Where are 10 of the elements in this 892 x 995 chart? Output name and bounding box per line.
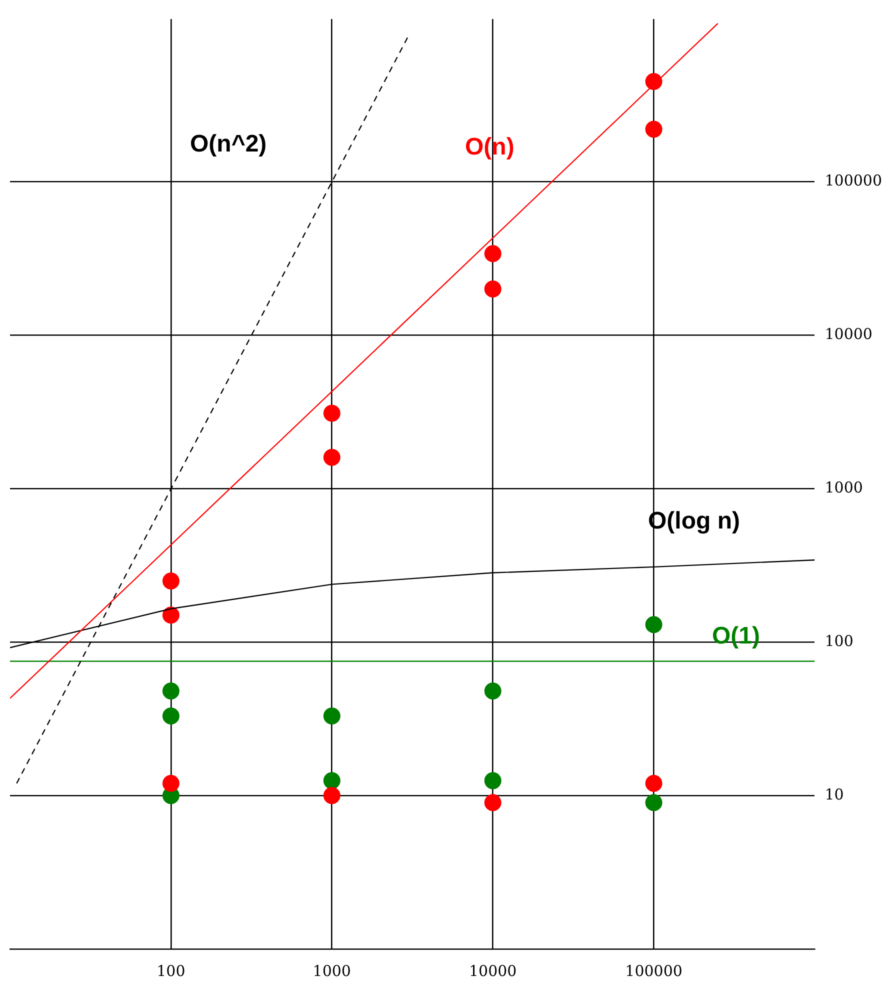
x-tick-label: 10000 (468, 962, 517, 980)
y-tick-label: 10 (824, 785, 844, 804)
y-tick-label: 100000 (824, 172, 882, 190)
y-tick-label: 10000 (824, 325, 872, 344)
x-tick-label: 100000 (625, 962, 682, 980)
x-tick-label: 1000 (312, 962, 351, 980)
x-tick-label: 100 (156, 962, 186, 980)
text: O(n^2) (190, 130, 267, 158)
y-tick-label: 100 (824, 632, 854, 650)
y-tick-label: 1000 (824, 478, 863, 497)
